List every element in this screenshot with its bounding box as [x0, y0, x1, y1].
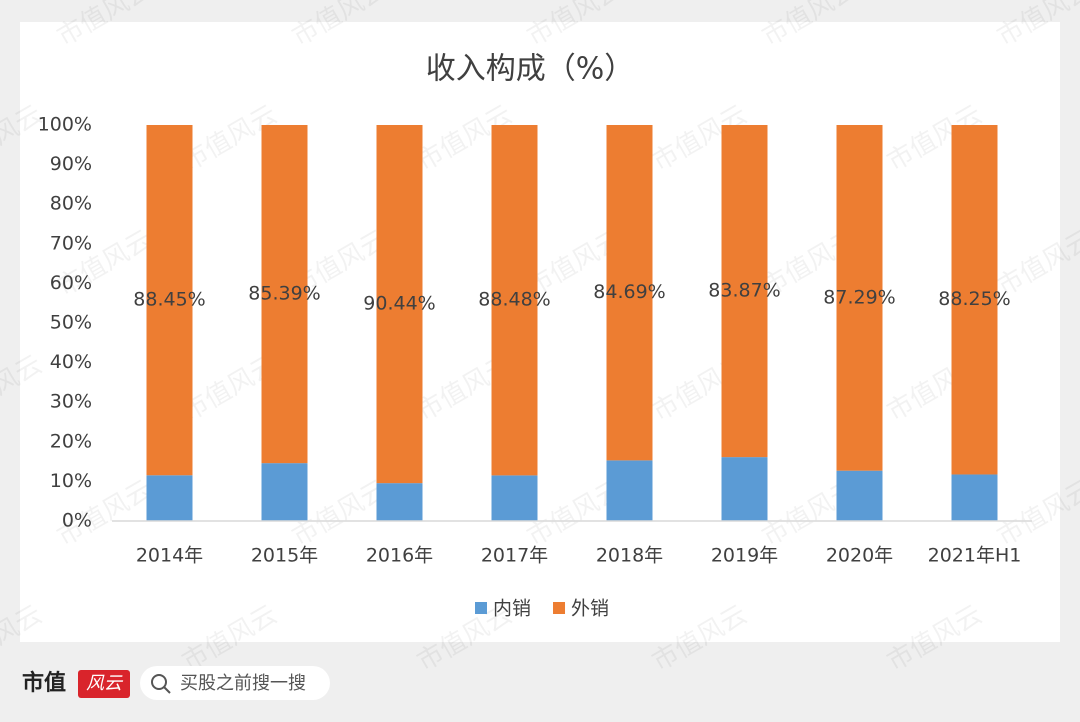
bar-segment: [721, 125, 768, 458]
legend-swatch: [475, 602, 487, 614]
y-tick-label: 70%: [50, 232, 92, 254]
legend-swatch: [553, 602, 566, 614]
y-tick-label: 20%: [50, 430, 92, 452]
x-tick-label: 2017年: [481, 545, 548, 567]
y-tick-label: 50%: [50, 312, 92, 334]
x-tick-label: 2018年: [596, 545, 663, 567]
search-icon-handle: [163, 686, 171, 694]
bar-segment: [836, 125, 883, 471]
brand-mark-box: [78, 670, 130, 698]
bar-segment: [951, 474, 998, 521]
bar-segment: [261, 463, 308, 521]
brand: 市值: [22, 670, 66, 696]
data-label: 87.29%: [823, 286, 895, 308]
bar-segment: [606, 125, 653, 461]
bar-segment: [491, 475, 538, 521]
bar-segment: [606, 460, 653, 521]
data-label: 90.44%: [363, 293, 435, 315]
bar-segment: [261, 125, 308, 464]
data-label: 88.48%: [478, 289, 550, 311]
bar-segment: [721, 457, 768, 521]
y-tick-label: 100%: [38, 114, 92, 136]
data-label: 83.87%: [708, 280, 780, 302]
legend-label: 内销: [493, 598, 531, 620]
bar-segment: [146, 475, 193, 521]
legend-label: 外销: [571, 598, 609, 620]
data-label: 88.45%: [133, 289, 205, 311]
search-placeholder: 买股之前搜一搜: [180, 673, 306, 694]
y-tick-label: 90%: [50, 153, 92, 175]
y-tick-label: 30%: [50, 391, 92, 413]
search-icon: [151, 674, 167, 690]
bar-segment: [376, 483, 423, 521]
search-box[interactable]: [140, 666, 330, 700]
data-label: 84.69%: [593, 281, 665, 303]
brand-mark: 风云: [86, 673, 124, 694]
chart-card: [20, 22, 1060, 642]
footer: 市值 风云 买股之前搜一搜: [22, 666, 330, 700]
bar-segment: [951, 125, 998, 475]
y-tick-label: 80%: [50, 193, 92, 215]
chart-title: 收入构成（%）: [426, 52, 635, 87]
x-tick-label: 2020年: [826, 545, 893, 567]
y-tick-label: 40%: [50, 351, 92, 373]
x-tick-label: 2019年: [711, 545, 778, 567]
data-label: 88.25%: [938, 288, 1010, 310]
x-tick-label: 2016年: [366, 545, 433, 567]
y-tick-label: 60%: [50, 272, 92, 294]
bar-segment: [491, 125, 538, 476]
bar-segment: [146, 125, 193, 476]
x-tick-label: 2015年: [251, 545, 318, 567]
bar-segment: [836, 470, 883, 521]
x-tick-label: 2014年: [136, 545, 203, 567]
chart: 收入构成（%） 0% 10% 20% 30% 40% 50% 60% 70% 80% 90% 100…: [38, 52, 1032, 620]
x-tick-label: 2021年H1: [928, 545, 1022, 567]
y-tick-label: 10%: [50, 470, 92, 492]
data-label: 85.39%: [248, 283, 320, 305]
bar-segment: [376, 125, 423, 484]
y-tick-label: 0%: [62, 510, 92, 532]
